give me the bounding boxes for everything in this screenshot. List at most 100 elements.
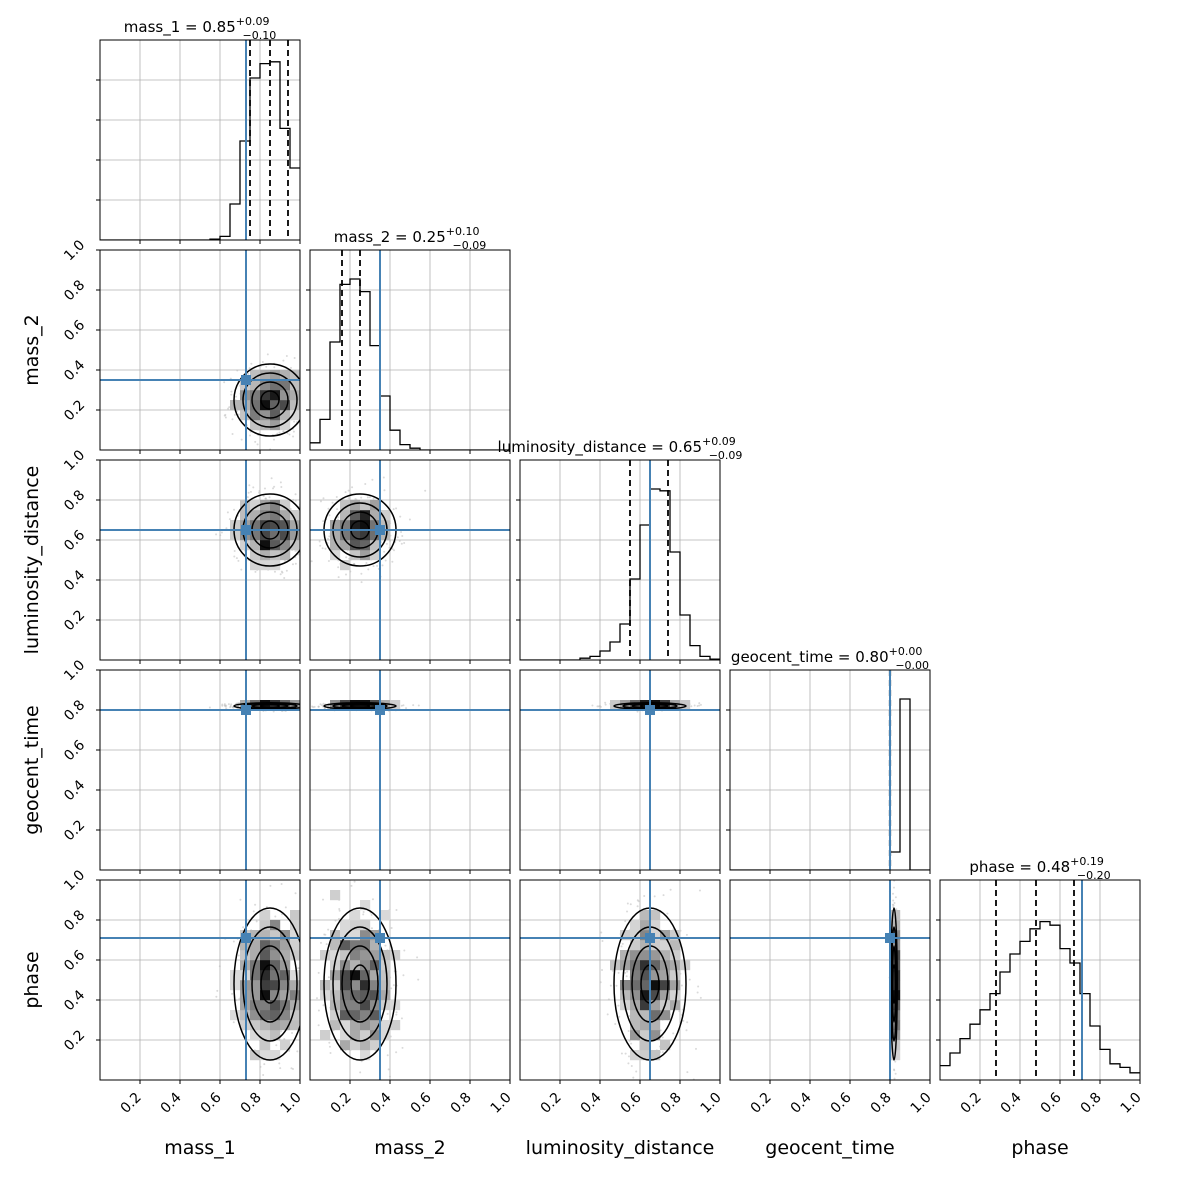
sample-point [235,557,238,560]
density-cell [350,960,361,971]
sample-point [322,1004,325,1007]
sample-point [242,926,245,929]
sample-point [338,908,341,911]
density-cell [260,550,271,561]
density-cell [260,910,271,921]
density-cell [290,920,300,931]
sample-point [400,704,403,707]
sample-point [237,559,240,562]
density-cell [330,930,341,941]
density-cell [270,950,281,961]
sample-point [685,933,688,936]
sample-point [233,555,236,558]
grid [310,250,511,450]
sample-point [252,910,255,913]
sample-point [381,564,384,567]
panel-content [310,460,510,660]
sample-point [319,941,322,944]
sample-point [696,705,699,708]
sample-point [334,919,337,922]
density-cell [270,540,281,551]
density-cell [290,950,300,961]
scatter-panel-mass_2-luminosity_distance [309,459,511,664]
truth-marker [375,525,385,535]
sample-point [617,971,620,974]
sample-point [353,880,356,883]
sample-point [424,489,427,492]
x-tick-label: 0.4 [158,1090,185,1117]
x-tick-label: 1.0 [278,1090,305,1117]
panel-content [730,880,930,1080]
sample-point [248,367,251,370]
density-cell [340,1010,351,1021]
panel-content [100,880,300,1080]
density-cell [650,940,661,951]
density-cell [380,990,391,1001]
title-median: 0.80 [855,648,888,666]
sample-point [686,1071,689,1074]
density-cell [380,510,391,521]
density-cell [270,520,281,531]
density-cell [270,980,281,991]
sample-point [301,403,303,405]
density-cell [250,380,261,391]
sample-point [636,899,639,902]
sample-point [310,523,312,525]
density-cell [630,920,641,931]
sample-point [225,704,228,707]
density-cell [250,420,261,431]
sample-point [321,547,324,550]
sample-point [371,898,374,901]
density-cell [340,540,351,551]
sample-point [630,1042,633,1045]
density-cell [270,550,281,561]
density-cell [270,400,281,411]
sample-point [302,386,304,388]
density-cell [630,990,641,1001]
sample-point [322,497,325,500]
density-cell [350,1040,361,1051]
sample-point [306,706,308,708]
x-axis-label: luminosity_distance [526,1137,715,1159]
density-cell [350,1000,361,1011]
panel-frame [99,879,301,1081]
density-cell [270,530,281,541]
density-cell [260,980,271,991]
x-tick-label: 0.2 [328,1090,355,1117]
density-cell [250,510,261,521]
sample-point [690,705,693,708]
density-cell [280,1010,291,1021]
sample-point [289,366,292,369]
x-tick-label: 0.2 [538,1090,565,1117]
sample-point [347,489,350,492]
sample-point [360,496,363,499]
density-cell [260,1010,271,1021]
contour-2 [242,926,298,1042]
sample-point [614,1022,617,1025]
density-cell [340,510,351,521]
sample-point [349,492,352,495]
density-cell [250,410,261,421]
sample-point [301,539,303,541]
sample-point [248,484,251,487]
sample-point [255,920,258,923]
x-tick-label: 0.6 [198,1090,225,1117]
sample-point [636,905,639,908]
density-cell [670,990,681,1001]
density-cell [640,950,651,961]
sample-point [401,1046,404,1049]
sample-point [335,495,338,498]
truth-marker [241,933,251,943]
panel-frame [99,249,301,451]
sample-point [403,542,406,545]
density-cell [250,970,261,981]
density-cell [350,990,361,1001]
density-cell [280,550,291,561]
y-tick-label: 0.6 [61,947,88,974]
sample-point [233,549,236,552]
density-cell [320,980,331,991]
sample-point [291,563,294,566]
density-cell [380,1030,391,1041]
truth-marker [241,375,251,385]
